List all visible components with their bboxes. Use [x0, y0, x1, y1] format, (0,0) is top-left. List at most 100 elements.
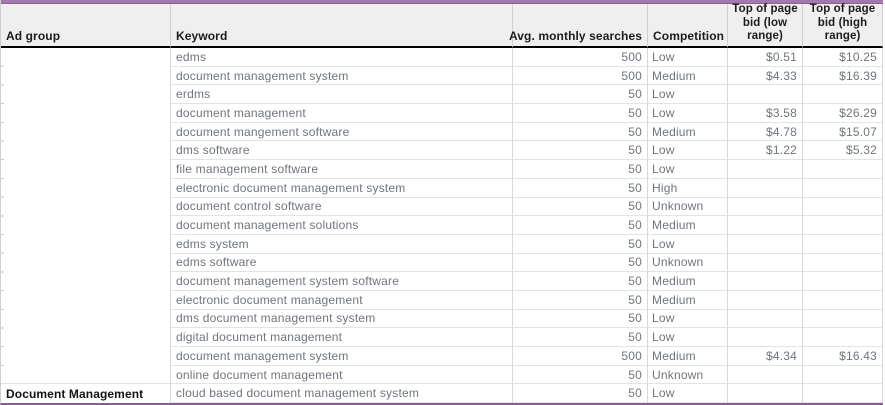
cell-competition[interactable]: Medium: [648, 347, 728, 366]
cell-avg-monthly-searches[interactable]: 50: [513, 85, 648, 105]
cell-bid-low[interactable]: [728, 85, 803, 105]
cell-bid-low[interactable]: [728, 309, 803, 329]
cell-keyword[interactable]: cloud based document management system: [171, 384, 513, 404]
cell-bid-high[interactable]: [803, 216, 883, 235]
cell-bid-low[interactable]: [728, 216, 803, 235]
cell-bid-low[interactable]: [728, 272, 803, 291]
cell-avg-monthly-searches[interactable]: 500: [513, 48, 648, 67]
cell-competition[interactable]: Low: [648, 104, 728, 123]
cell-keyword[interactable]: dms software: [171, 141, 513, 161]
ad-group-empty-area[interactable]: [1, 48, 171, 385]
cell-bid-low[interactable]: [728, 365, 803, 385]
cell-competition[interactable]: Medium: [648, 216, 728, 235]
cell-avg-monthly-searches[interactable]: 500: [513, 66, 648, 86]
cell-avg-monthly-searches[interactable]: 50: [513, 234, 648, 254]
cell-avg-monthly-searches[interactable]: 50: [513, 104, 648, 123]
cell-keyword[interactable]: document mangement software: [171, 122, 513, 142]
cell-keyword[interactable]: electronic document management system: [171, 178, 513, 198]
cell-avg-monthly-searches[interactable]: 50: [513, 197, 648, 217]
cell-keyword[interactable]: edms software: [171, 253, 513, 273]
cell-competition[interactable]: Medium: [648, 290, 728, 310]
cell-bid-high[interactable]: $10.25: [803, 48, 883, 67]
cell-bid-high[interactable]: $26.29: [803, 104, 883, 123]
header-competition[interactable]: Competition: [648, 4, 728, 48]
cell-avg-monthly-searches[interactable]: 50: [513, 141, 648, 161]
cell-avg-monthly-searches[interactable]: 50: [513, 253, 648, 273]
cell-avg-monthly-searches[interactable]: 500: [513, 347, 648, 366]
cell-bid-high[interactable]: $15.07: [803, 122, 883, 142]
cell-competition[interactable]: Low: [648, 234, 728, 254]
cell-keyword[interactable]: document management: [171, 104, 513, 123]
cell-keyword[interactable]: online document management: [171, 365, 513, 385]
header-ad-group[interactable]: Ad group: [1, 4, 171, 48]
cell-competition[interactable]: Low: [648, 141, 728, 161]
header-keyword[interactable]: Keyword: [171, 4, 513, 48]
cell-keyword[interactable]: dms document management system: [171, 309, 513, 329]
cell-avg-monthly-searches[interactable]: 50: [513, 178, 648, 198]
cell-avg-monthly-searches[interactable]: 50: [513, 272, 648, 291]
cell-bid-low[interactable]: $3.58: [728, 104, 803, 123]
cell-bid-low[interactable]: $4.33: [728, 66, 803, 86]
cell-bid-low[interactable]: [728, 234, 803, 254]
cell-bid-low[interactable]: $4.34: [728, 347, 803, 366]
cell-competition[interactable]: Low: [648, 160, 728, 179]
cell-bid-high[interactable]: $16.43: [803, 347, 883, 366]
cell-keyword[interactable]: document management system: [171, 66, 513, 86]
cell-keyword[interactable]: document management system software: [171, 272, 513, 291]
cell-keyword[interactable]: digital document management: [171, 328, 513, 347]
cell-keyword[interactable]: document control software: [171, 197, 513, 217]
cell-avg-monthly-searches[interactable]: 50: [513, 290, 648, 310]
cell-keyword[interactable]: electronic document management: [171, 290, 513, 310]
cell-bid-low[interactable]: [728, 197, 803, 217]
cell-bid-high[interactable]: [803, 160, 883, 179]
ad-group-cell[interactable]: Document Management: [1, 384, 171, 404]
header-top-of-page-bid-low[interactable]: Top of page bid (low range): [728, 3, 803, 48]
cell-competition[interactable]: Low: [648, 85, 728, 105]
cell-bid-high[interactable]: [803, 328, 883, 347]
cell-competition[interactable]: Medium: [648, 66, 728, 86]
cell-bid-high[interactable]: $5.32: [803, 141, 883, 161]
cell-keyword[interactable]: file management software: [171, 160, 513, 179]
cell-competition[interactable]: High: [648, 178, 728, 198]
header-top-of-page-bid-high[interactable]: Top of page bid (high range): [803, 3, 883, 48]
header-avg-monthly-searches[interactable]: Avg. monthly searches: [509, 4, 648, 48]
cell-bid-high[interactable]: [803, 309, 883, 329]
cell-bid-low[interactable]: [728, 384, 803, 404]
cell-avg-monthly-searches[interactable]: 50: [513, 160, 648, 179]
cell-bid-high[interactable]: [803, 272, 883, 291]
cell-bid-low[interactable]: [728, 253, 803, 273]
cell-avg-monthly-searches[interactable]: 50: [513, 384, 648, 404]
cell-keyword[interactable]: erdms: [171, 85, 513, 105]
cell-competition[interactable]: Medium: [648, 122, 728, 142]
cell-bid-high[interactable]: [803, 290, 883, 310]
cell-bid-low[interactable]: [728, 178, 803, 198]
cell-bid-high[interactable]: $16.39: [803, 66, 883, 86]
cell-keyword[interactable]: edms: [171, 48, 513, 67]
cell-bid-high[interactable]: [803, 365, 883, 385]
cell-competition[interactable]: Low: [648, 384, 728, 404]
cell-keyword[interactable]: edms system: [171, 234, 513, 254]
cell-bid-low[interactable]: [728, 160, 803, 179]
cell-avg-monthly-searches[interactable]: 50: [513, 122, 648, 142]
cell-competition[interactable]: Low: [648, 48, 728, 67]
cell-competition[interactable]: Low: [648, 309, 728, 329]
cell-bid-high[interactable]: [803, 234, 883, 254]
cell-bid-high[interactable]: [803, 178, 883, 198]
cell-competition[interactable]: Unknown: [648, 253, 728, 273]
cell-bid-high[interactable]: [803, 85, 883, 105]
cell-competition[interactable]: Unknown: [648, 197, 728, 217]
cell-keyword[interactable]: document management system: [171, 347, 513, 366]
cell-bid-high[interactable]: [803, 384, 883, 404]
cell-avg-monthly-searches[interactable]: 50: [513, 365, 648, 385]
cell-bid-low[interactable]: [728, 290, 803, 310]
cell-avg-monthly-searches[interactable]: 50: [513, 309, 648, 329]
cell-bid-low[interactable]: $4.78: [728, 122, 803, 142]
cell-avg-monthly-searches[interactable]: 50: [513, 328, 648, 347]
cell-avg-monthly-searches[interactable]: 50: [513, 216, 648, 235]
cell-bid-low[interactable]: $0.51: [728, 48, 803, 67]
cell-bid-low[interactable]: [728, 328, 803, 347]
cell-competition[interactable]: Unknown: [648, 365, 728, 385]
cell-competition[interactable]: Low: [648, 328, 728, 347]
cell-bid-high[interactable]: [803, 253, 883, 273]
cell-keyword[interactable]: document management solutions: [171, 216, 513, 235]
